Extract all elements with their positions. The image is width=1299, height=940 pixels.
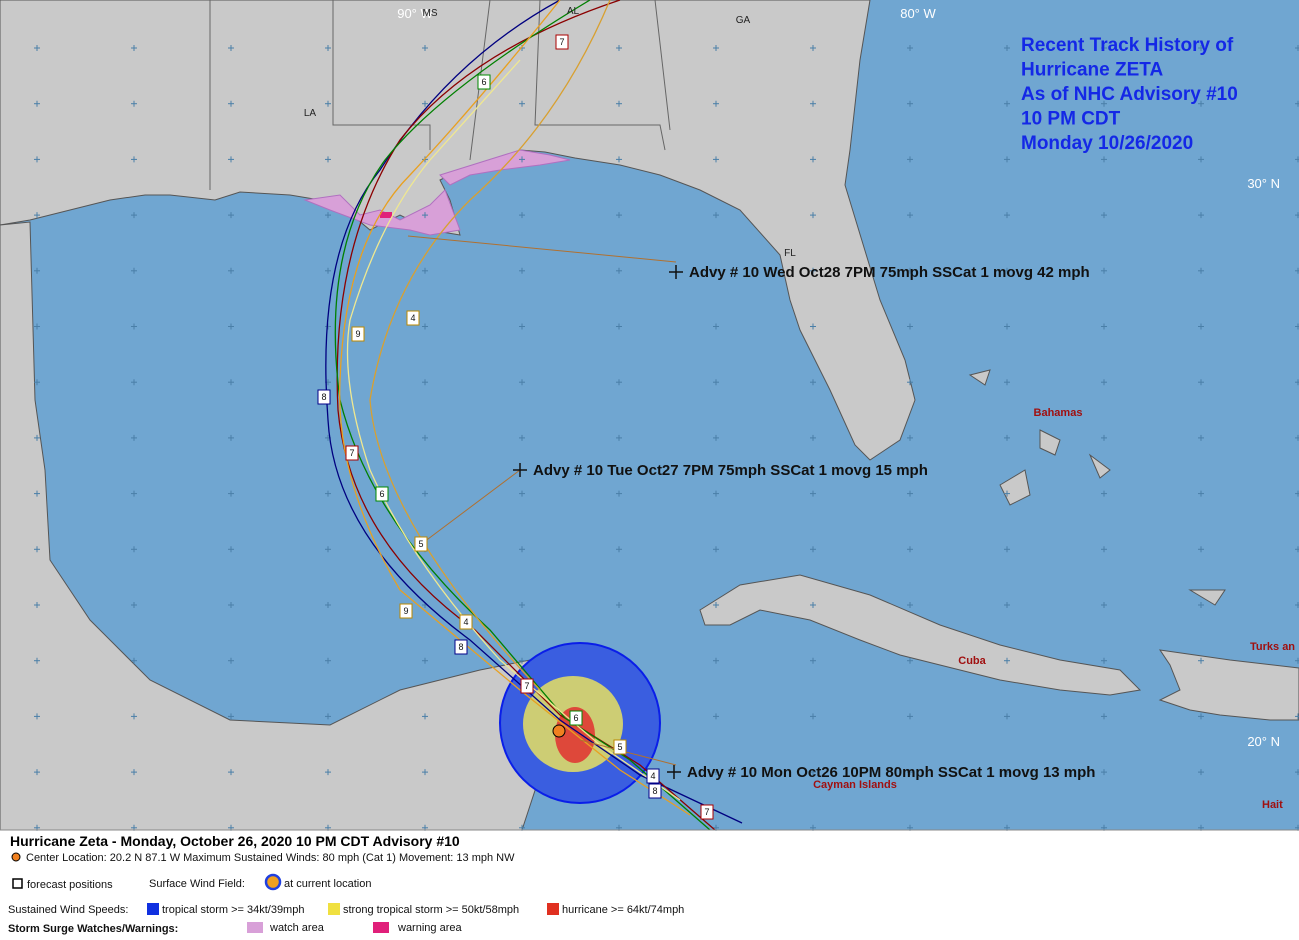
track-box-label: 5 (418, 539, 423, 549)
move-icon (669, 265, 683, 279)
track-box-label: 6 (379, 489, 384, 499)
track-box-label: 8 (321, 392, 326, 402)
track-box (454, 639, 468, 655)
track-box (555, 34, 569, 50)
legend-header: Hurricane Zeta - Monday, October 26, 202… (10, 833, 460, 849)
track-box (414, 536, 428, 552)
state-label: LA (304, 108, 317, 119)
legend-warning: warning area (397, 922, 462, 934)
legend-speed-item: hurricane >= 64kt/74mph (562, 904, 684, 916)
legend-swatch (328, 903, 340, 915)
move-icon (513, 463, 527, 477)
track-box (648, 783, 662, 799)
move-icon (667, 765, 681, 779)
grid-label: 80° W (900, 6, 936, 21)
track-box (477, 74, 491, 90)
track-box (317, 389, 331, 405)
track-box (459, 614, 473, 630)
hu-wind-field (555, 707, 595, 763)
track-box-label: 4 (463, 617, 468, 627)
track-box (406, 310, 420, 326)
advisory-label: Advy # 10 Wed Oct28 7PM 75mph SSCat 1 mo… (689, 264, 1090, 281)
track-box (613, 739, 627, 755)
legend-surge: Storm Surge Watches/Warnings: (8, 923, 178, 935)
legend-wind-field: Surface Wind Field: (149, 878, 245, 890)
legend-wind-icon (264, 873, 282, 891)
track-box-label: 8 (458, 642, 463, 652)
legend-center: Center Location: 20.2 N 87.1 W Maximum S… (26, 852, 515, 864)
title-line: Hurricane ZETA (1021, 60, 1163, 81)
grid-label: 90° W (397, 6, 433, 21)
track-box-label: 5 (617, 742, 622, 752)
legend-forecast: forecast positions (27, 879, 113, 891)
title-line: Monday 10/26/2020 (1021, 133, 1193, 154)
place-label: Bahamas (1034, 407, 1083, 419)
place-label: Hait (1262, 799, 1283, 811)
legend-swatch (547, 903, 559, 915)
title-line: Recent Track History of (1021, 35, 1234, 56)
surge-watch (303, 149, 571, 236)
title-line: As of NHC Advisory #10 (1021, 84, 1238, 105)
legend-current: at current location (284, 878, 371, 890)
track-box-label: 7 (524, 681, 529, 691)
legend-watch-swatch (247, 922, 263, 933)
current-center (552, 724, 566, 738)
legend-speed-item: strong tropical storm >= 50kt/58mph (343, 904, 519, 916)
place-label: Cayman Islands (813, 779, 897, 791)
legend-watch: watch area (269, 922, 325, 934)
track-box (351, 326, 365, 342)
leader-lines (407, 235, 677, 766)
track-box (520, 678, 534, 694)
place-label: Turks an (1250, 641, 1295, 653)
track-box (399, 603, 413, 619)
state-label: FL (784, 248, 796, 259)
grid-label: 30° N (1247, 176, 1280, 191)
legend-center-icon (11, 852, 21, 862)
track-box-label: 7 (559, 37, 564, 47)
legend-warning-swatch (373, 922, 389, 933)
track-box (646, 768, 660, 784)
track-boxes: 7 6 9 4 8 7 6 5 9 4 8 7 6 5 4 8 7 (317, 34, 714, 820)
track-box (569, 710, 583, 726)
legend-speed-item: tropical storm >= 34kt/39mph (162, 904, 304, 916)
grid-label: 20° N (1247, 734, 1280, 749)
legend-forecast-icon (12, 878, 23, 889)
grid (34, 45, 1299, 831)
track-box (375, 486, 389, 502)
legend-swatch (147, 903, 159, 915)
track-box (700, 804, 714, 820)
track-box-label: 4 (650, 771, 655, 781)
track-box-label: 6 (573, 713, 578, 723)
legend: Hurricane Zeta - Monday, October 26, 202… (8, 833, 684, 935)
track-box-label: 9 (403, 606, 408, 616)
track-box-label: 8 (652, 786, 657, 796)
track-box-label: 7 (349, 448, 354, 458)
state-label: AL (567, 6, 580, 17)
advisory-label: Advy # 10 Mon Oct26 10PM 80mph SSCat 1 m… (687, 764, 1095, 781)
track-box (345, 445, 359, 461)
track-box-label: 4 (410, 313, 415, 323)
advisory-label: Advy # 10 Tue Oct27 7PM 75mph SSCat 1 mo… (533, 462, 928, 479)
title-line: 10 PM CDT (1021, 109, 1121, 130)
place-label: Cuba (958, 655, 986, 667)
surge-warning (380, 212, 392, 218)
state-label: MS (423, 8, 438, 19)
state-label: GA (736, 15, 751, 26)
legend-speeds: Sustained Wind Speeds: (8, 904, 128, 916)
track-box-label: 6 (481, 77, 486, 87)
track-box-label: 7 (704, 807, 709, 817)
track-box-label: 9 (355, 329, 360, 339)
